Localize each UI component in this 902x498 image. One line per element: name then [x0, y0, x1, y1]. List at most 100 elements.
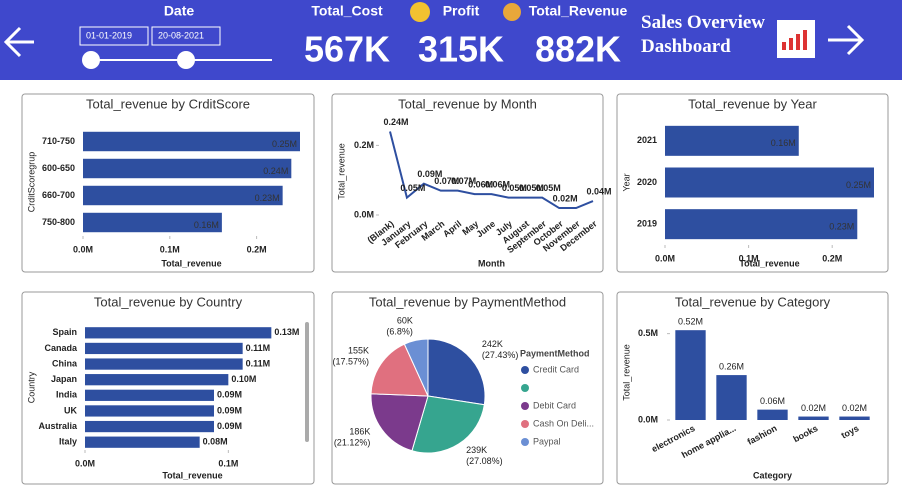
y-axis-title: CrditScoregrup [26, 152, 36, 213]
y-tick-label: 660-700 [42, 190, 75, 200]
x-tick-label: 0.0M [655, 253, 675, 263]
start-date: 01-01-2019 [86, 30, 132, 40]
y-tick-label: 0.5M [638, 328, 658, 338]
y-tick-label: 2019 [637, 219, 657, 229]
chart-title: Total_revenue by Country [94, 294, 243, 309]
bar [83, 212, 222, 233]
value-label: 242K (27.43%) [482, 339, 519, 360]
y-tick-label: 2021 [637, 135, 657, 145]
y-tick-label: Italy [59, 437, 77, 447]
value-label: 0.05M [536, 183, 561, 193]
legend-label: Credit Card [533, 364, 579, 374]
header-bar [0, 0, 902, 80]
y-tick-label: Japan [51, 374, 77, 384]
value-label: 0.02M [842, 403, 867, 413]
value-label: 0.26M [719, 361, 744, 371]
value-label: 0.04M [586, 186, 611, 196]
legend-marker [521, 366, 529, 374]
bar [85, 327, 272, 339]
bar [798, 416, 829, 420]
bar [85, 374, 229, 386]
y-tick-label: UK [64, 405, 77, 415]
value-label: 0.09M [217, 390, 242, 400]
pie-slice [427, 338, 486, 406]
value-label: 0.16M [194, 220, 219, 230]
legend-marker [521, 438, 529, 446]
y-tick-label: 750-800 [42, 217, 75, 227]
y-tick-label: 2020 [637, 177, 657, 187]
chart-icon-bars [782, 30, 807, 50]
x-tick-label: 0.2M [822, 253, 842, 263]
legend-label: Cash On Deli... [533, 418, 594, 428]
bar [85, 420, 214, 433]
y-tick-label: India [56, 390, 78, 400]
kpi-value: 567K [304, 29, 390, 70]
pie-slice [411, 395, 485, 454]
value-label: 186K (21.12%) [334, 427, 371, 448]
y-axis-title: Total_revenue [336, 143, 346, 200]
bar [665, 209, 858, 240]
bar [85, 436, 200, 448]
legend-label: Paypal [533, 436, 561, 446]
slider-handle[interactable] [177, 51, 195, 69]
value-label: 0.09M [417, 169, 442, 179]
value-label: 0.11M [246, 358, 271, 368]
bar [85, 389, 214, 401]
y-tick-label: China [52, 358, 78, 368]
y-axis-title: Country [26, 371, 36, 403]
x-axis-title: Total_revenue [162, 470, 222, 480]
y-tick-label: Australia [38, 421, 78, 431]
x-tick-label: 0.1M [160, 244, 180, 254]
kpi-label: Total_Revenue [529, 3, 628, 19]
chart-title: Total_revenue by PaymentMethod [369, 294, 566, 309]
bar [839, 416, 870, 420]
legend-title: PaymentMethod [520, 348, 590, 358]
value-label: 0.52M [678, 317, 703, 327]
x-axis-title: Total_revenue [161, 258, 221, 268]
value-label: 0.23M [255, 193, 280, 203]
chart-title: Total_revenue by Month [398, 96, 537, 111]
y-tick-label: Spain [52, 327, 77, 337]
x-axis-title: Total_revenue [739, 258, 799, 268]
pie-slice [403, 338, 429, 397]
back-arrow[interactable] [3, 26, 34, 58]
pie-slice [370, 393, 429, 452]
value-label: 0.23M [829, 222, 854, 232]
value-label: 0.06M [485, 179, 510, 189]
value-label: 0.11M [246, 343, 271, 353]
end-date: 20-08-2021 [158, 30, 204, 40]
x-tick-label: 0.0M [75, 458, 95, 468]
value-label: 0.07M [434, 176, 459, 186]
next-arrow[interactable] [828, 24, 865, 56]
slider-handle[interactable] [82, 51, 100, 69]
value-label: 0.06M [760, 396, 785, 406]
panel [21, 291, 315, 485]
value-label: 0.02M [553, 193, 578, 203]
x-tick-label: 0.2M [247, 244, 267, 254]
value-label: 0.09M [217, 405, 242, 415]
bar [85, 342, 243, 355]
y-tick-label: 600-650 [42, 163, 75, 173]
value-label: 0.24M [383, 117, 408, 127]
chart-title: Total_revenue by CrditScore [86, 96, 250, 111]
x-axis-title: Month [478, 258, 505, 268]
value-label: 0.05M [400, 183, 425, 193]
bar [757, 409, 788, 420]
bar [675, 330, 706, 420]
start-date-box[interactable] [79, 26, 149, 46]
y-axis-title: Total_revenue [621, 344, 631, 401]
value-label: 0.25M [846, 180, 871, 190]
value-label: 0.05M [502, 183, 527, 193]
end-date-box[interactable] [151, 26, 221, 46]
bar [716, 375, 747, 420]
value-label: 0.13M [274, 327, 299, 337]
y-axis-title: Year [621, 173, 631, 191]
value-label: 0.02M [801, 403, 826, 413]
bar [665, 167, 874, 198]
y-tick-label: Canada [44, 343, 78, 353]
chart-title: Total_revenue by Category [675, 294, 831, 309]
value-label: 239K (27.08%) [466, 445, 503, 466]
y-tick-label: 0.0M [638, 414, 658, 424]
